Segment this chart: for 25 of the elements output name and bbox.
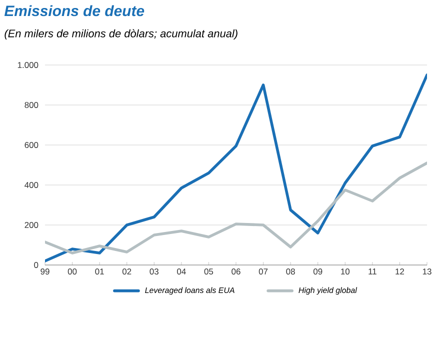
x-tick-label: 12 (396, 268, 404, 274)
x-tick-label: 00 (68, 268, 77, 275)
y-tick-label: 400 (24, 182, 38, 188)
x-tick-label: 07 (258, 268, 268, 275)
y-tick-label: 1.000 (18, 62, 38, 68)
x-tick-label: 13 (422, 268, 432, 275)
line-series (45, 74, 428, 262)
chart-subtitle: (En milers de milions de dòlars; acumulat anual) (4, 29, 238, 40)
x-tick-label: 99 (40, 268, 50, 275)
y-tick-label: 0 (34, 262, 38, 268)
y-tick-label: 800 (24, 102, 38, 108)
x-tick-label: 05 (204, 268, 214, 275)
x-tick-label: 02 (122, 268, 132, 275)
chart-title: Emissions de deute (4, 5, 144, 16)
line-series (45, 162, 428, 254)
y-tick-label: 600 (24, 142, 38, 148)
y-tick-label: 200 (24, 222, 38, 228)
x-tick-label: 03 (150, 268, 158, 275)
x-tick-label: 04 (177, 268, 186, 275)
x-tick-label: 10 (341, 268, 350, 275)
x-tick-label: 09 (313, 268, 322, 275)
x-tick-label: 11 (368, 268, 376, 274)
x-tick-label: 06 (232, 268, 240, 275)
x-tick-label: 08 (286, 268, 295, 275)
x-tick-label: 01 (95, 268, 104, 275)
